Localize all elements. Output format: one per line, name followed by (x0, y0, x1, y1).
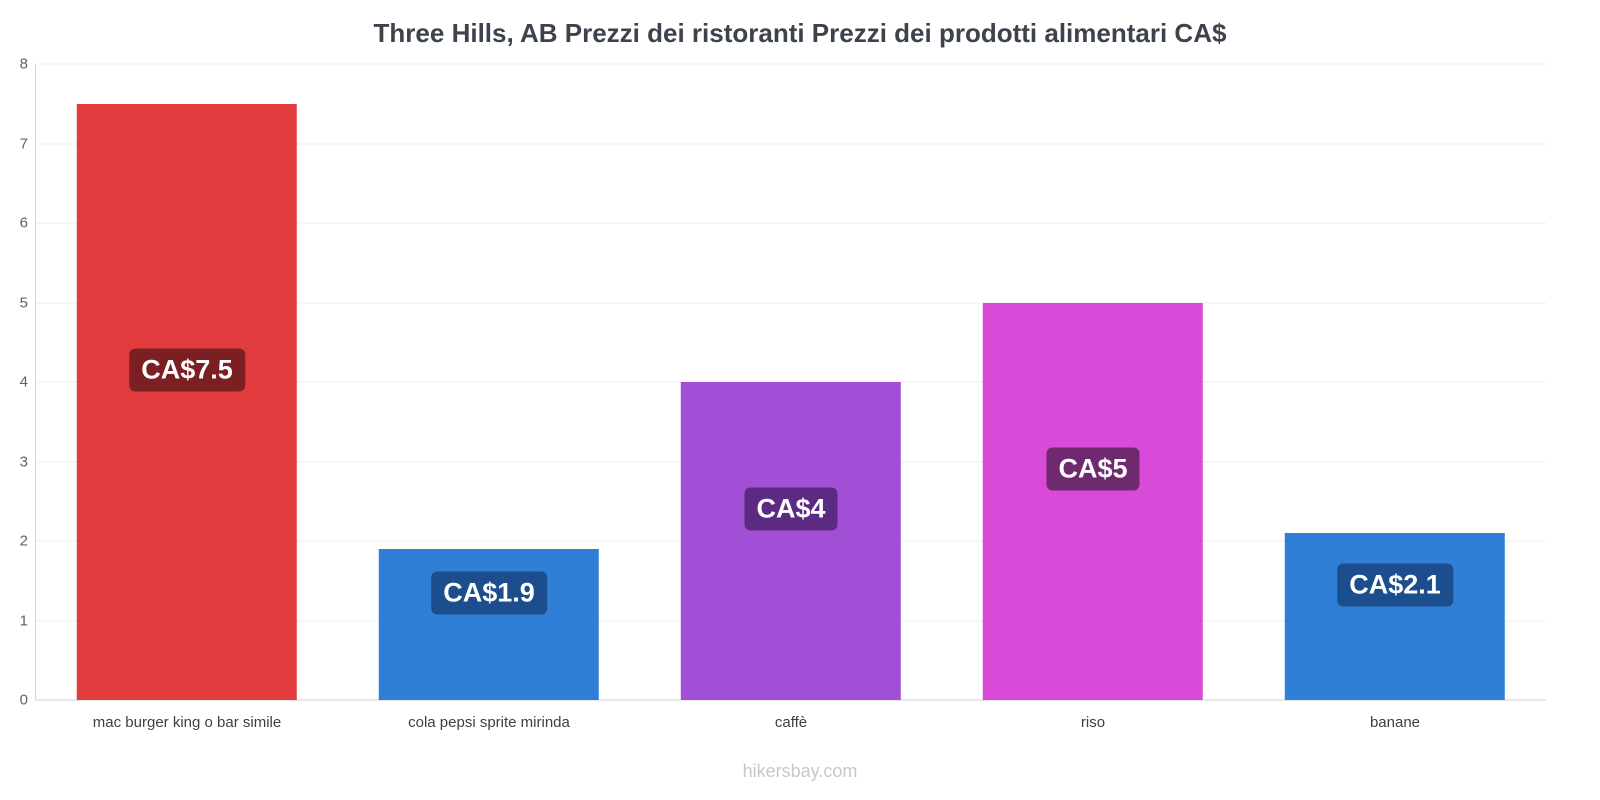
gridline-y-0 (36, 699, 1546, 701)
y-axis-tick-5: 5 (19, 294, 28, 311)
footer-watermark: hikersbay.com (742, 761, 858, 781)
y-axis-tick-8: 8 (19, 55, 28, 73)
value-label-mac-burger-king-o-bar-simile: CA$7.5 (129, 348, 245, 392)
x-axis-label-riso: riso (1080, 714, 1106, 731)
y-axis-tick-2: 2 (19, 532, 28, 550)
plot-area: 0 1 2 3 4 5 6 7 8 CA$7.5 mac burger king o bar sim… (20, 56, 1546, 731)
bar-caff[interactable] (680, 382, 902, 700)
x-axis-label-caff: caffè (774, 714, 808, 731)
chart-title: Three Hills, AB Prezzi dei ristoranti Pr… (373, 18, 1227, 48)
value-label-cola-pepsi-sprite-mirinda: CA$1.9 (431, 571, 547, 615)
bar-riso[interactable] (982, 302, 1204, 700)
gridline-y-5 (36, 302, 1546, 303)
bar-banane[interactable] (1284, 533, 1506, 700)
x-axis-label-banane: banane (1369, 714, 1421, 731)
value-label-riso: CA$5 (1046, 447, 1140, 491)
gridline-y-7 (36, 143, 1546, 144)
x-axis-label-mac-burger-king-o-bar-simile: mac burger king o bar simile (92, 714, 282, 731)
y-axis-tick-4: 4 (19, 373, 28, 391)
y-axis-tick-7: 7 (19, 135, 28, 152)
x-axis-label-cola-pepsi-sprite-mirinda: cola pepsi sprite mirinda (408, 714, 570, 731)
y-axis-tick-1: 1 (19, 612, 28, 629)
gridline-y-6 (36, 222, 1546, 224)
y-axis-tick-3: 3 (19, 453, 28, 470)
value-label-caff: CA$4 (744, 487, 838, 531)
gridline-y-8 (36, 63, 1546, 65)
bar-mac-burger-king-o-bar-simile[interactable] (76, 103, 298, 700)
y-axis-tick-0: 0 (19, 691, 28, 709)
value-label-banane: CA$2.1 (1337, 563, 1453, 607)
y-axis-tick-6: 6 (19, 214, 28, 232)
